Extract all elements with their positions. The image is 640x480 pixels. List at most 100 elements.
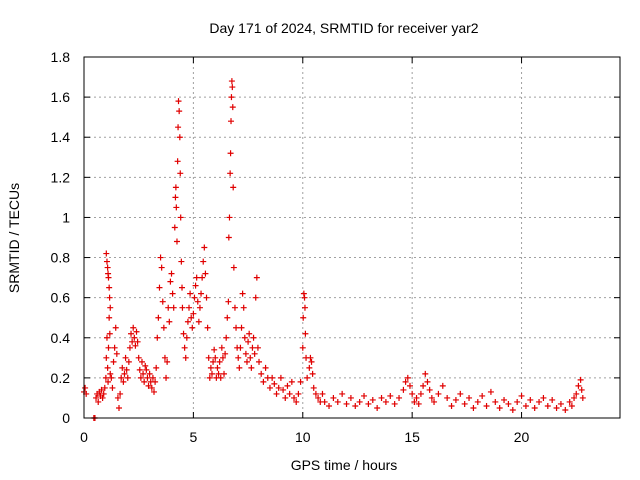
y-tick-label: 0 [62, 410, 70, 426]
y-tick-label: 1.4 [51, 129, 71, 145]
data-point [435, 390, 442, 397]
data-point [193, 274, 200, 281]
data-point [120, 378, 127, 385]
data-point [106, 284, 113, 291]
data-point [426, 386, 433, 393]
data-point [159, 298, 166, 305]
data-point [330, 394, 337, 401]
data-point [181, 344, 188, 351]
data-point [378, 394, 385, 401]
data-point [190, 310, 197, 317]
data-point [241, 334, 248, 341]
data-point [153, 364, 160, 371]
data-point [243, 358, 250, 365]
data-point [452, 396, 459, 403]
data-point [131, 334, 138, 341]
data-point [361, 392, 368, 399]
data-point [295, 390, 302, 397]
data-point [100, 390, 107, 397]
data-point [277, 374, 284, 381]
data-point [301, 304, 308, 311]
data-point [246, 330, 253, 337]
data-point [286, 390, 293, 397]
data-point [189, 324, 196, 331]
data-point [141, 378, 148, 385]
data-point [387, 392, 394, 399]
data-point [103, 258, 110, 265]
data-point [199, 274, 206, 281]
data-point [104, 264, 111, 271]
data-point [228, 118, 235, 125]
data-point [116, 404, 123, 411]
data-point [431, 398, 438, 405]
data-point [252, 294, 259, 301]
data-point [223, 334, 230, 341]
data-point [271, 380, 278, 387]
x-tick-label: 15 [404, 429, 420, 445]
data-point [413, 394, 420, 401]
data-point [374, 404, 381, 411]
data-point [157, 254, 164, 261]
data-point [146, 370, 153, 377]
data-point [148, 384, 155, 391]
data-point [422, 370, 429, 377]
data-point [106, 330, 113, 337]
data-point [365, 400, 372, 407]
data-point [266, 384, 273, 391]
data-point [226, 214, 233, 221]
data-point [439, 382, 446, 389]
data-point [152, 378, 159, 385]
data-point [201, 244, 208, 251]
data-point [273, 390, 280, 397]
data-point [302, 330, 309, 337]
data-point [553, 404, 560, 411]
data-point [216, 358, 223, 365]
data-point [191, 294, 198, 301]
data-point [107, 304, 114, 311]
y-tick-label: 1.6 [51, 89, 71, 105]
data-point [319, 390, 326, 397]
data-point [122, 354, 129, 361]
data-point [444, 394, 451, 401]
data-point [172, 184, 179, 191]
data-point [173, 204, 180, 211]
data-point [160, 324, 167, 331]
data-point [382, 398, 389, 405]
y-tick-label: 0.6 [51, 290, 71, 306]
data-point [177, 170, 184, 177]
data-point [249, 344, 256, 351]
data-point [192, 282, 199, 289]
data-point [167, 278, 174, 285]
data-point [136, 366, 143, 373]
data-point [211, 346, 218, 353]
data-point [180, 330, 187, 337]
data-point [103, 250, 110, 257]
data-point [206, 374, 213, 381]
data-point [82, 384, 89, 391]
data-point [479, 392, 486, 399]
x-tick-label: 0 [80, 429, 88, 445]
data-point [219, 354, 226, 361]
data-point [496, 404, 503, 411]
data-point [172, 194, 179, 201]
data-point [133, 328, 140, 335]
data-point [164, 358, 171, 365]
x-tick-label: 20 [514, 429, 530, 445]
data-point [140, 370, 147, 377]
data-point [230, 184, 237, 191]
data-point [250, 334, 257, 341]
data-point [205, 354, 212, 361]
y-tick-label: 1 [62, 209, 70, 225]
data-point [143, 366, 150, 373]
data-point [238, 324, 245, 331]
data-point [235, 354, 242, 361]
data-point [253, 274, 260, 281]
x-axis-label: GPS time / hours [291, 457, 398, 473]
data-point [161, 354, 168, 361]
grid-layer [84, 57, 620, 418]
data-point [173, 238, 180, 245]
data-point [105, 274, 112, 281]
data-point [103, 334, 110, 341]
data-point [284, 382, 291, 389]
data-point [203, 294, 210, 301]
